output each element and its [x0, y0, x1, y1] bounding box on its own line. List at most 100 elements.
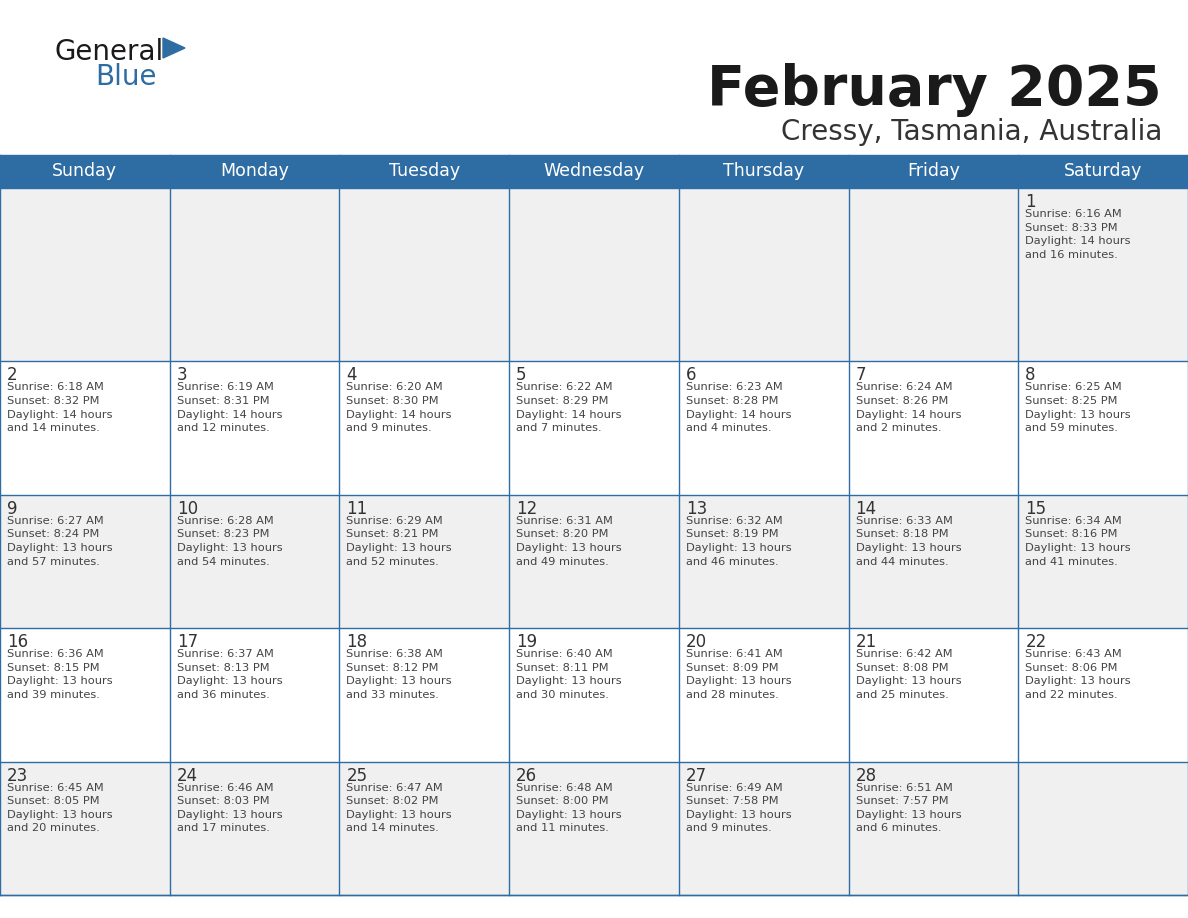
Text: 12: 12: [516, 499, 537, 518]
Text: 26: 26: [516, 767, 537, 785]
Bar: [0, 155, 1188, 188]
Text: Sunrise: 6:49 AM
Sunset: 7:58 PM
Daylight: 13 hours
and 9 minutes.: Sunrise: 6:49 AM Sunset: 7:58 PM Dayligh…: [685, 783, 791, 834]
Text: 10: 10: [177, 499, 198, 518]
Text: Thursday: Thursday: [723, 162, 804, 181]
Text: Sunrise: 6:48 AM
Sunset: 8:00 PM
Daylight: 13 hours
and 11 minutes.: Sunrise: 6:48 AM Sunset: 8:00 PM Dayligh…: [516, 783, 621, 834]
Text: Sunrise: 6:20 AM
Sunset: 8:30 PM
Daylight: 14 hours
and 9 minutes.: Sunrise: 6:20 AM Sunset: 8:30 PM Dayligh…: [347, 383, 451, 433]
Text: Sunrise: 6:16 AM
Sunset: 8:33 PM
Daylight: 14 hours
and 16 minutes.: Sunrise: 6:16 AM Sunset: 8:33 PM Dayligh…: [1025, 209, 1131, 260]
Bar: [510, 628, 678, 762]
Text: 13: 13: [685, 499, 707, 518]
Text: Tuesday: Tuesday: [388, 162, 460, 181]
Bar: [678, 188, 848, 362]
Bar: [510, 362, 678, 495]
Bar: [510, 762, 678, 895]
Text: 25: 25: [347, 767, 367, 785]
Text: Sunrise: 6:45 AM
Sunset: 8:05 PM
Daylight: 13 hours
and 20 minutes.: Sunrise: 6:45 AM Sunset: 8:05 PM Dayligh…: [7, 783, 113, 834]
Text: 1: 1: [1025, 193, 1036, 211]
Text: Sunrise: 6:25 AM
Sunset: 8:25 PM
Daylight: 13 hours
and 59 minutes.: Sunrise: 6:25 AM Sunset: 8:25 PM Dayligh…: [1025, 383, 1131, 433]
Text: 27: 27: [685, 767, 707, 785]
Text: Sunday: Sunday: [52, 162, 118, 181]
Text: Sunrise: 6:42 AM
Sunset: 8:08 PM
Daylight: 13 hours
and 25 minutes.: Sunrise: 6:42 AM Sunset: 8:08 PM Dayligh…: [855, 649, 961, 700]
Bar: [170, 188, 340, 362]
Text: 17: 17: [177, 633, 198, 651]
Text: Sunrise: 6:40 AM
Sunset: 8:11 PM
Daylight: 13 hours
and 30 minutes.: Sunrise: 6:40 AM Sunset: 8:11 PM Dayligh…: [516, 649, 621, 700]
Text: 15: 15: [1025, 499, 1047, 518]
Text: 8: 8: [1025, 366, 1036, 385]
Bar: [1018, 495, 1188, 628]
Text: Sunrise: 6:43 AM
Sunset: 8:06 PM
Daylight: 13 hours
and 22 minutes.: Sunrise: 6:43 AM Sunset: 8:06 PM Dayligh…: [1025, 649, 1131, 700]
Text: Sunrise: 6:33 AM
Sunset: 8:18 PM
Daylight: 13 hours
and 44 minutes.: Sunrise: 6:33 AM Sunset: 8:18 PM Dayligh…: [855, 516, 961, 566]
Bar: [1018, 362, 1188, 495]
Text: 18: 18: [347, 633, 367, 651]
Bar: [1018, 628, 1188, 762]
Text: Sunrise: 6:34 AM
Sunset: 8:16 PM
Daylight: 13 hours
and 41 minutes.: Sunrise: 6:34 AM Sunset: 8:16 PM Dayligh…: [1025, 516, 1131, 566]
Text: 5: 5: [516, 366, 526, 385]
Text: 11: 11: [347, 499, 367, 518]
Bar: [848, 495, 1018, 628]
Bar: [848, 188, 1018, 362]
Bar: [170, 628, 340, 762]
Text: Sunrise: 6:41 AM
Sunset: 8:09 PM
Daylight: 13 hours
and 28 minutes.: Sunrise: 6:41 AM Sunset: 8:09 PM Dayligh…: [685, 649, 791, 700]
Bar: [340, 188, 510, 362]
Text: 14: 14: [855, 499, 877, 518]
Text: 3: 3: [177, 366, 188, 385]
Text: Sunrise: 6:18 AM
Sunset: 8:32 PM
Daylight: 14 hours
and 14 minutes.: Sunrise: 6:18 AM Sunset: 8:32 PM Dayligh…: [7, 383, 113, 433]
Bar: [1018, 188, 1188, 362]
Text: Sunrise: 6:38 AM
Sunset: 8:12 PM
Daylight: 13 hours
and 33 minutes.: Sunrise: 6:38 AM Sunset: 8:12 PM Dayligh…: [347, 649, 453, 700]
Text: 16: 16: [7, 633, 29, 651]
Text: Sunrise: 6:37 AM
Sunset: 8:13 PM
Daylight: 13 hours
and 36 minutes.: Sunrise: 6:37 AM Sunset: 8:13 PM Dayligh…: [177, 649, 283, 700]
Text: Blue: Blue: [95, 63, 157, 91]
Text: Wednesday: Wednesday: [543, 162, 645, 181]
Text: 20: 20: [685, 633, 707, 651]
Text: Sunrise: 6:27 AM
Sunset: 8:24 PM
Daylight: 13 hours
and 57 minutes.: Sunrise: 6:27 AM Sunset: 8:24 PM Dayligh…: [7, 516, 113, 566]
Text: Sunrise: 6:24 AM
Sunset: 8:26 PM
Daylight: 14 hours
and 2 minutes.: Sunrise: 6:24 AM Sunset: 8:26 PM Dayligh…: [855, 383, 961, 433]
Text: Sunrise: 6:32 AM
Sunset: 8:19 PM
Daylight: 13 hours
and 46 minutes.: Sunrise: 6:32 AM Sunset: 8:19 PM Dayligh…: [685, 516, 791, 566]
Text: Cressy, Tasmania, Australia: Cressy, Tasmania, Australia: [781, 118, 1162, 146]
Bar: [0, 188, 170, 362]
Bar: [340, 762, 510, 895]
Bar: [0, 628, 170, 762]
Text: Sunrise: 6:46 AM
Sunset: 8:03 PM
Daylight: 13 hours
and 17 minutes.: Sunrise: 6:46 AM Sunset: 8:03 PM Dayligh…: [177, 783, 283, 834]
Text: Sunrise: 6:47 AM
Sunset: 8:02 PM
Daylight: 13 hours
and 14 minutes.: Sunrise: 6:47 AM Sunset: 8:02 PM Dayligh…: [347, 783, 453, 834]
Bar: [678, 362, 848, 495]
Text: Sunrise: 6:23 AM
Sunset: 8:28 PM
Daylight: 14 hours
and 4 minutes.: Sunrise: 6:23 AM Sunset: 8:28 PM Dayligh…: [685, 383, 791, 433]
Text: 23: 23: [7, 767, 29, 785]
Text: Sunrise: 6:36 AM
Sunset: 8:15 PM
Daylight: 13 hours
and 39 minutes.: Sunrise: 6:36 AM Sunset: 8:15 PM Dayligh…: [7, 649, 113, 700]
Text: 7: 7: [855, 366, 866, 385]
Bar: [848, 628, 1018, 762]
Text: 19: 19: [516, 633, 537, 651]
Text: Monday: Monday: [220, 162, 289, 181]
Bar: [340, 628, 510, 762]
Bar: [848, 762, 1018, 895]
Bar: [170, 362, 340, 495]
Text: Friday: Friday: [906, 162, 960, 181]
Text: 21: 21: [855, 633, 877, 651]
Text: Sunrise: 6:22 AM
Sunset: 8:29 PM
Daylight: 14 hours
and 7 minutes.: Sunrise: 6:22 AM Sunset: 8:29 PM Dayligh…: [516, 383, 621, 433]
Text: February 2025: February 2025: [707, 63, 1162, 117]
Bar: [170, 762, 340, 895]
Bar: [0, 762, 170, 895]
Text: 22: 22: [1025, 633, 1047, 651]
Text: Sunrise: 6:28 AM
Sunset: 8:23 PM
Daylight: 13 hours
and 54 minutes.: Sunrise: 6:28 AM Sunset: 8:23 PM Dayligh…: [177, 516, 283, 566]
Text: Sunrise: 6:19 AM
Sunset: 8:31 PM
Daylight: 14 hours
and 12 minutes.: Sunrise: 6:19 AM Sunset: 8:31 PM Dayligh…: [177, 383, 283, 433]
Bar: [340, 495, 510, 628]
Text: Sunrise: 6:51 AM
Sunset: 7:57 PM
Daylight: 13 hours
and 6 minutes.: Sunrise: 6:51 AM Sunset: 7:57 PM Dayligh…: [855, 783, 961, 834]
Text: Sunrise: 6:31 AM
Sunset: 8:20 PM
Daylight: 13 hours
and 49 minutes.: Sunrise: 6:31 AM Sunset: 8:20 PM Dayligh…: [516, 516, 621, 566]
Bar: [510, 188, 678, 362]
Text: 4: 4: [347, 366, 356, 385]
Text: 24: 24: [177, 767, 198, 785]
Bar: [0, 495, 170, 628]
Bar: [0, 362, 170, 495]
Bar: [678, 628, 848, 762]
Bar: [170, 495, 340, 628]
Bar: [848, 362, 1018, 495]
Bar: [340, 362, 510, 495]
Text: 9: 9: [7, 499, 18, 518]
Text: General: General: [55, 38, 164, 66]
Text: 6: 6: [685, 366, 696, 385]
Bar: [510, 495, 678, 628]
Text: 2: 2: [7, 366, 18, 385]
Polygon shape: [163, 38, 185, 58]
Text: 28: 28: [855, 767, 877, 785]
Text: Saturday: Saturday: [1064, 162, 1143, 181]
